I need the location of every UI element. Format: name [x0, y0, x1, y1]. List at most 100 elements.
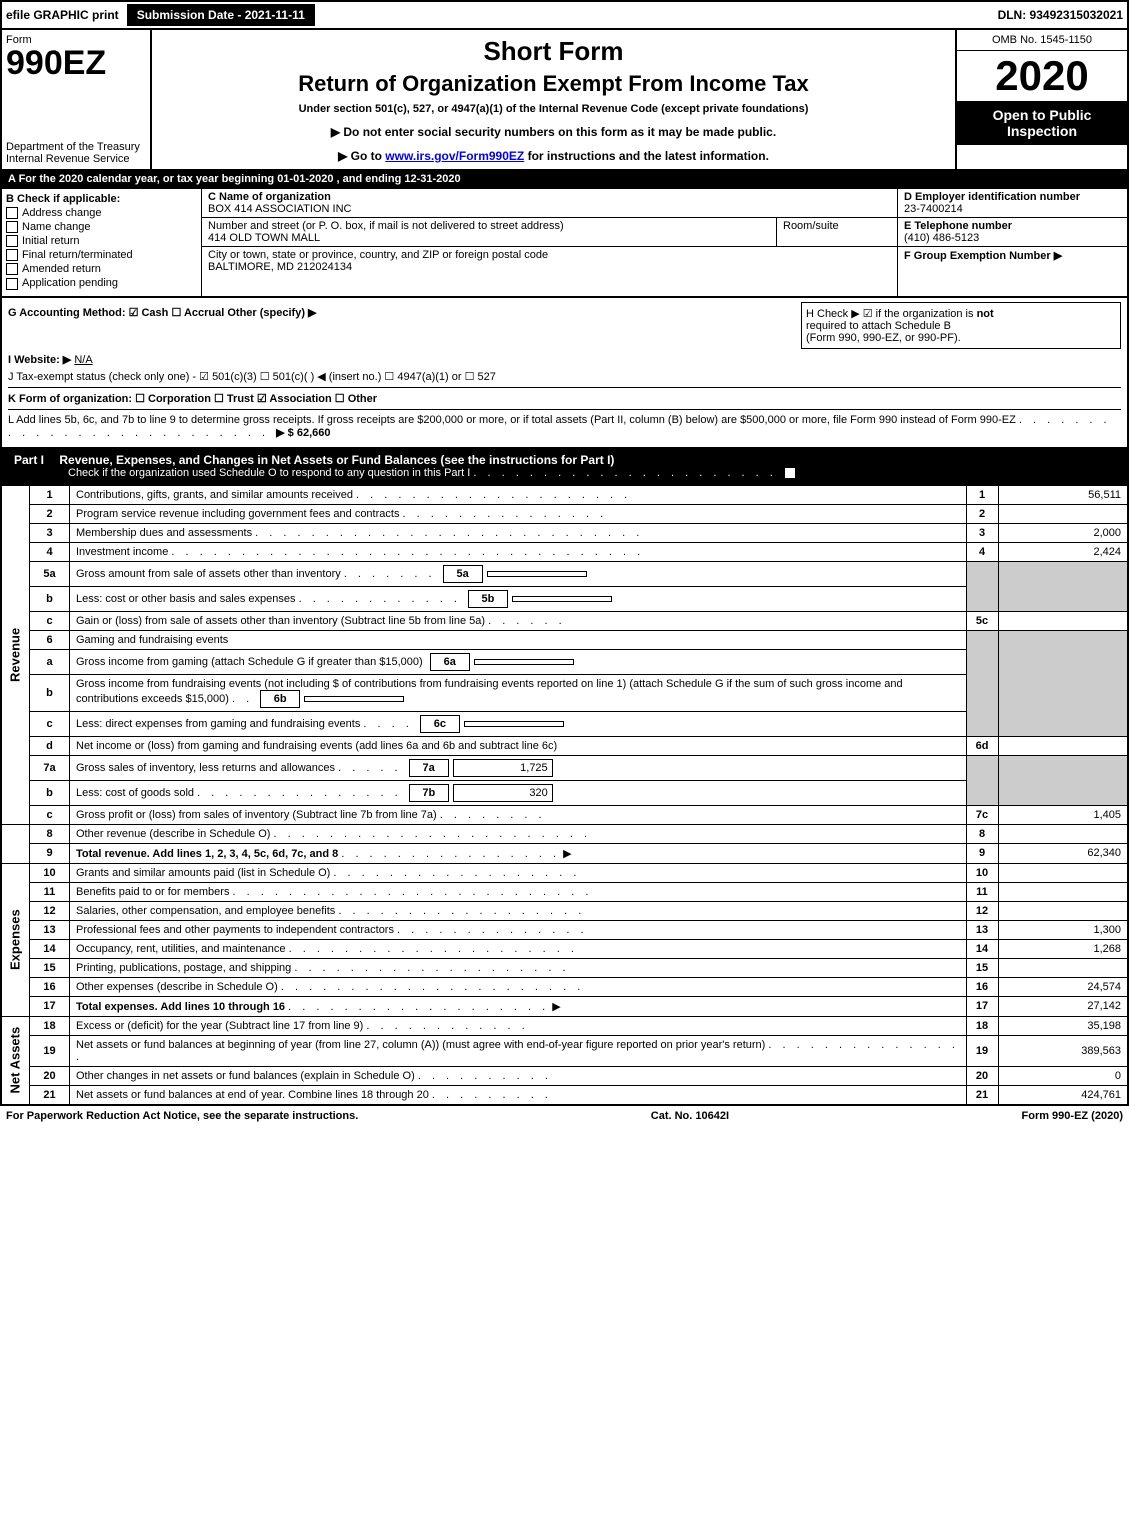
section-c: C Name of organization BOX 414 ASSOCIATI…	[202, 189, 897, 296]
org-name: BOX 414 ASSOCIATION INC	[208, 203, 891, 215]
line-7c-desc: Gross profit or (loss) from sales of inv…	[70, 805, 967, 824]
addr-change-checkbox[interactable]: Address change	[6, 207, 197, 219]
name-change-checkbox[interactable]: Name change	[6, 221, 197, 233]
line-9-desc: Total revenue. Add lines 1, 2, 3, 4, 5c,…	[70, 843, 967, 863]
irs-link[interactable]: www.irs.gov/Form990EZ	[385, 149, 524, 163]
line-19-desc: Net assets or fund balances at beginning…	[70, 1035, 967, 1066]
line-20-num: 20	[30, 1066, 70, 1085]
dept-treasury: Department of the Treasury	[6, 141, 146, 153]
b-label: B Check if applicable:	[6, 193, 197, 205]
grey-7ab-amt	[998, 755, 1128, 805]
form-of-org: K Form of organization: ☐ Corporation ☐ …	[8, 387, 1121, 405]
line-13-amt: 1,300	[998, 920, 1128, 939]
amended-return-checkbox[interactable]: Amended return	[6, 263, 197, 275]
section-b: B Check if applicable: Address change Na…	[2, 189, 202, 296]
line-5b-num: b	[30, 586, 70, 611]
line-15-amt	[998, 958, 1128, 977]
no-ssn-notice: ▶ Do not enter social security numbers o…	[158, 125, 949, 139]
application-pending-checkbox[interactable]: Application pending	[6, 277, 197, 289]
line-6a-num: a	[30, 649, 70, 674]
h-post2: (Form 990, 990-EZ, or 990-PF).	[806, 332, 961, 344]
cat-no: Cat. No. 10642I	[651, 1110, 729, 1122]
line-5c-desc: Gain or (loss) from sale of assets other…	[70, 611, 967, 630]
line-11-box: 11	[966, 882, 998, 901]
line-5c-amt	[998, 611, 1128, 630]
line-8-box: 8	[966, 824, 998, 843]
line-14-desc: Occupancy, rent, utilities, and maintena…	[70, 939, 967, 958]
accounting-method: G Accounting Method: ☑ Cash ☐ Accrual Ot…	[8, 306, 317, 345]
line-10-desc: Grants and similar amounts paid (list in…	[70, 863, 967, 882]
website-label: I Website: ▶	[8, 354, 71, 366]
line-3-box: 3	[966, 523, 998, 542]
omb-number: OMB No. 1545-1150	[957, 30, 1127, 51]
part1-header: Part I Revenue, Expenses, and Changes in…	[0, 449, 1129, 485]
line-20-box: 20	[966, 1066, 998, 1085]
line-11-num: 11	[30, 882, 70, 901]
netassets-side-label: Net Assets	[1, 1016, 30, 1105]
line-2-num: 2	[30, 504, 70, 523]
line-12-amt	[998, 901, 1128, 920]
expenses-side-label: Expenses	[1, 863, 30, 1016]
line-13-num: 13	[30, 920, 70, 939]
initial-return-checkbox[interactable]: Initial return	[6, 235, 197, 247]
street-label: Number and street (or P. O. box, if mail…	[208, 220, 770, 232]
line-2-amt	[998, 504, 1128, 523]
grey-6abc	[966, 630, 998, 736]
open-inspection: Open to Public Inspection	[957, 101, 1127, 145]
submission-date-button[interactable]: Submission Date - 2021-11-11	[127, 4, 315, 26]
phone-value: (410) 486-5123	[904, 232, 1121, 244]
tax-exempt-status: J Tax-exempt status (check only one) - ☑…	[8, 370, 1121, 383]
page-footer: For Paperwork Reduction Act Notice, see …	[0, 1106, 1129, 1126]
tax-year: 2020	[957, 51, 1127, 101]
line-10-num: 10	[30, 863, 70, 882]
schedule-b-box: H Check ▶ ☑ if the organization is not r…	[801, 302, 1121, 349]
line-10-amt	[998, 863, 1128, 882]
line-6-num: 6	[30, 630, 70, 649]
group-exemption-label: F Group Exemption Number ▶	[904, 249, 1121, 262]
h-post1: required to attach Schedule B	[806, 320, 951, 332]
line-5c-box: 5c	[966, 611, 998, 630]
line-15-box: 15	[966, 958, 998, 977]
grey-5ab-amt	[998, 561, 1128, 611]
line-1-num: 1	[30, 485, 70, 504]
section-ghijkl: G Accounting Method: ☑ Cash ☐ Accrual Ot…	[0, 298, 1129, 449]
line-20-desc: Other changes in net assets or fund bala…	[70, 1066, 967, 1085]
line-14-amt: 1,268	[998, 939, 1128, 958]
line-7c-box: 7c	[966, 805, 998, 824]
line-1-amt: 56,511	[998, 485, 1128, 504]
line-6c-num: c	[30, 711, 70, 736]
line-4-desc: Investment income . . . . . . . . . . . …	[70, 542, 967, 561]
phone-label: E Telephone number	[904, 220, 1121, 232]
line-13-box: 13	[966, 920, 998, 939]
line-9-box: 9	[966, 843, 998, 863]
form-header: Form 990EZ Department of the Treasury In…	[0, 30, 1129, 171]
dln-label: DLN: 93492315032021	[998, 8, 1123, 22]
line-6b-desc: Gross income from fundraising events (no…	[70, 674, 967, 711]
c-name-label: C Name of organization	[208, 191, 891, 203]
line-7a-num: 7a	[30, 755, 70, 780]
line-6c-desc: Less: direct expenses from gaming and fu…	[70, 711, 967, 736]
line-16-desc: Other expenses (describe in Schedule O) …	[70, 977, 967, 996]
part1-label: Part I	[8, 451, 50, 469]
schedule-o-checkbox[interactable]	[784, 467, 796, 479]
short-form-title: Short Form	[158, 36, 949, 67]
line-18-amt: 35,198	[998, 1016, 1128, 1035]
city-label: City or town, state or province, country…	[208, 249, 891, 261]
line-3-amt: 2,000	[998, 523, 1128, 542]
line-l-amount: ▶ $ 62,660	[276, 427, 330, 439]
line-4-box: 4	[966, 542, 998, 561]
final-return-checkbox[interactable]: Final return/terminated	[6, 249, 197, 261]
line-5c-num: c	[30, 611, 70, 630]
return-title: Return of Organization Exempt From Incom…	[158, 71, 949, 97]
website-value: N/A	[74, 354, 92, 366]
line-2-box: 2	[966, 504, 998, 523]
grey-7ab	[966, 755, 998, 805]
line-19-amt: 389,563	[998, 1035, 1128, 1066]
line-3-desc: Membership dues and assessments . . . . …	[70, 523, 967, 542]
line-6a-desc: Gross income from gaming (attach Schedul…	[70, 649, 967, 674]
line-7b-desc: Less: cost of goods sold . . . . . . . .…	[70, 780, 967, 805]
part1-table: Revenue 1 Contributions, gifts, grants, …	[0, 485, 1129, 1106]
line-21-desc: Net assets or fund balances at end of ye…	[70, 1085, 967, 1105]
section-def: D Employer identification number 23-7400…	[897, 189, 1127, 296]
form-title-block: Short Form Return of Organization Exempt…	[152, 30, 957, 169]
